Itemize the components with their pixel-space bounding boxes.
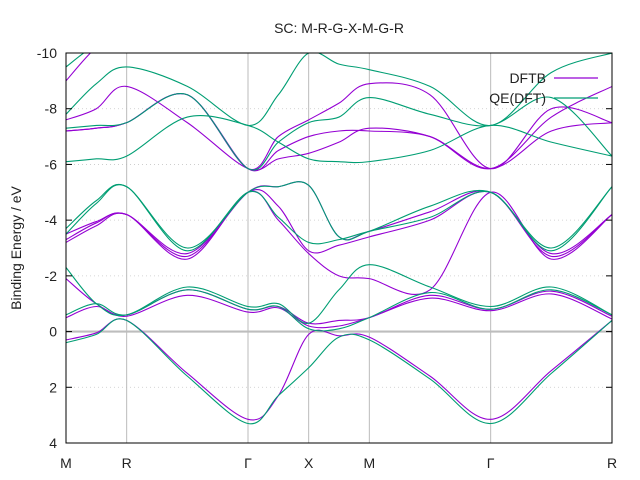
legend-label: QE(DFT) [489, 90, 546, 106]
band-line [66, 264, 612, 324]
band-line [66, 318, 612, 425]
plot-area [66, 53, 612, 425]
x-tick-label: M [60, 455, 72, 471]
x-tick-label: X [304, 455, 314, 471]
band-line [66, 53, 612, 126]
y-tick-label: 2 [49, 379, 57, 395]
y-tick-label: -10 [37, 45, 57, 61]
x-tick-label: R [122, 455, 132, 471]
y-axis-label: Binding Energy / eV [8, 185, 24, 309]
y-tick-label: -8 [45, 101, 58, 117]
x-tick-label: Γ [244, 455, 252, 471]
band-line [66, 293, 612, 329]
y-tick-label: -6 [45, 156, 58, 172]
x-tick-label: M [363, 455, 375, 471]
band-line [66, 85, 612, 171]
legend: DFTB QE(DFT) [489, 70, 598, 106]
x-tick-label: Γ [487, 455, 495, 471]
y-tick-label: -2 [45, 268, 58, 284]
band-line [66, 53, 92, 82]
band-line [66, 181, 612, 249]
plot-border [65, 52, 613, 444]
x-tick-label: R [607, 455, 617, 471]
series-qe-dft- [66, 53, 612, 425]
y-tick-label: 0 [49, 324, 57, 340]
y-tick-label: 4 [49, 435, 57, 451]
y-tick-label: -4 [45, 212, 58, 228]
legend-label: DFTB [509, 70, 546, 86]
y-axis: -10 -8 -6 -4 -2 0 2 4 [37, 45, 612, 451]
chart-title: SC: M-R-G-X-M-G-R [274, 20, 404, 36]
